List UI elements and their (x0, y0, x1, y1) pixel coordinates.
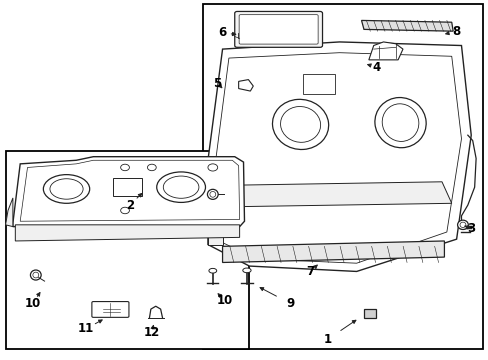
Polygon shape (222, 182, 451, 207)
Ellipse shape (208, 269, 216, 273)
Polygon shape (13, 157, 244, 226)
Text: 5: 5 (213, 77, 222, 90)
Text: 8: 8 (451, 25, 460, 38)
Ellipse shape (457, 220, 468, 229)
Bar (303, 74, 334, 94)
Polygon shape (368, 42, 402, 60)
Text: 7: 7 (305, 265, 314, 278)
Polygon shape (207, 42, 470, 271)
Text: 10: 10 (216, 294, 233, 307)
FancyBboxPatch shape (234, 12, 322, 47)
Ellipse shape (209, 192, 215, 197)
Ellipse shape (163, 176, 199, 198)
Polygon shape (207, 160, 222, 244)
Ellipse shape (33, 272, 39, 278)
Text: 1: 1 (323, 333, 331, 346)
Bar (5, 151, 249, 348)
Text: 2: 2 (125, 199, 134, 212)
Ellipse shape (43, 175, 89, 203)
Ellipse shape (272, 99, 328, 149)
Ellipse shape (207, 164, 217, 171)
Ellipse shape (50, 179, 83, 199)
Ellipse shape (243, 268, 250, 273)
Text: 12: 12 (143, 326, 160, 339)
Bar (203, 4, 483, 348)
Ellipse shape (121, 207, 129, 214)
Text: 4: 4 (371, 60, 380, 73)
Polygon shape (222, 241, 444, 262)
Bar (363, 309, 375, 318)
Ellipse shape (30, 270, 41, 280)
Text: 6: 6 (218, 27, 226, 40)
Ellipse shape (374, 98, 425, 148)
Polygon shape (5, 198, 13, 226)
Ellipse shape (459, 222, 465, 228)
FancyBboxPatch shape (92, 302, 129, 318)
Ellipse shape (121, 164, 129, 171)
Ellipse shape (280, 107, 320, 142)
Polygon shape (361, 21, 452, 31)
Ellipse shape (382, 104, 418, 141)
Text: 3: 3 (466, 222, 474, 235)
Bar (113, 178, 142, 196)
Polygon shape (238, 80, 253, 91)
Text: 10: 10 (24, 297, 41, 310)
Ellipse shape (147, 164, 156, 171)
Ellipse shape (157, 172, 205, 202)
Text: 9: 9 (286, 297, 294, 310)
Text: 11: 11 (78, 322, 94, 335)
Ellipse shape (207, 189, 218, 199)
FancyBboxPatch shape (239, 15, 318, 44)
Polygon shape (15, 225, 239, 241)
